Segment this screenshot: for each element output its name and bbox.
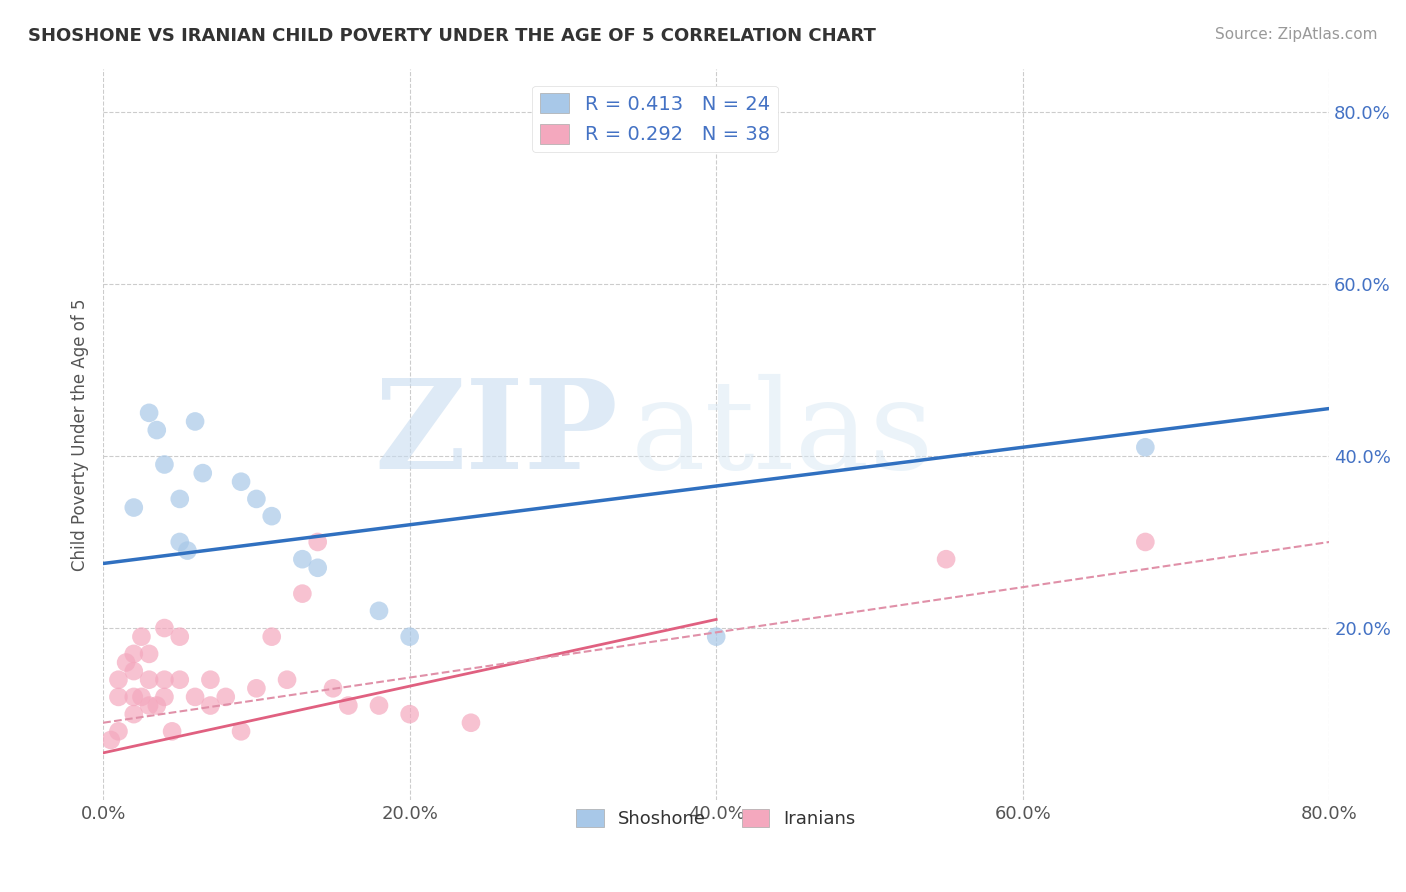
Point [245,681,267,696]
Text: atlas: atlas [630,374,934,495]
Point [191,466,214,480]
Text: SHOSHONE VS IRANIAN CHILD POVERTY UNDER THE AGE OF 5 CORRELATION CHART: SHOSHONE VS IRANIAN CHILD POVERTY UNDER … [28,27,876,45]
Point [291,586,314,600]
Point [935,552,957,566]
Point [337,698,360,713]
Point [398,630,420,644]
Point [291,552,314,566]
Point [122,500,145,515]
Point [153,458,176,472]
Point [153,673,176,687]
Point [169,630,191,644]
Point [138,673,160,687]
Point [322,681,344,696]
Point [160,724,183,739]
Point [131,630,153,644]
Point [138,698,160,713]
Point [146,423,169,437]
Point [153,621,176,635]
Point [131,690,153,704]
Point [169,673,191,687]
Point [200,698,222,713]
Point [245,491,267,506]
Point [1135,535,1157,549]
Point [307,561,329,575]
Point [398,707,420,722]
Point [107,724,129,739]
Point [215,690,238,704]
Point [368,698,391,713]
Point [115,656,138,670]
Point [176,543,198,558]
Point [307,535,329,549]
Point [107,673,129,687]
Text: ZIP: ZIP [374,374,619,495]
Point [122,707,145,722]
Point [122,664,145,678]
Y-axis label: Child Poverty Under the Age of 5: Child Poverty Under the Age of 5 [72,298,89,571]
Point [260,630,283,644]
Point [153,690,176,704]
Point [138,647,160,661]
Point [169,491,191,506]
Point [122,690,145,704]
Point [368,604,391,618]
Point [107,690,129,704]
Point [229,475,252,489]
Point [460,715,482,730]
Point [229,724,252,739]
Point [704,630,727,644]
Text: Source: ZipAtlas.com: Source: ZipAtlas.com [1215,27,1378,42]
Point [122,647,145,661]
Point [200,673,222,687]
Point [1135,440,1157,454]
Legend: Shoshone, Iranians: Shoshone, Iranians [569,801,863,835]
Point [184,414,207,428]
Point [100,733,122,747]
Point [184,690,207,704]
Point [169,535,191,549]
Point [146,698,169,713]
Point [260,509,283,524]
Point [276,673,298,687]
Point [138,406,160,420]
